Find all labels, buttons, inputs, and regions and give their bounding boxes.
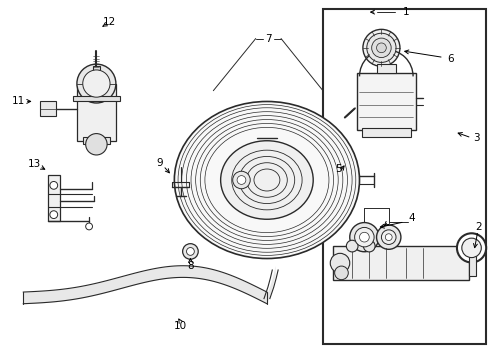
- Text: 4: 4: [408, 212, 415, 222]
- Ellipse shape: [385, 234, 392, 240]
- Ellipse shape: [220, 141, 313, 219]
- Ellipse shape: [360, 232, 369, 242]
- Text: 13: 13: [28, 159, 41, 169]
- Text: 2: 2: [476, 222, 482, 232]
- Ellipse shape: [233, 171, 250, 189]
- Ellipse shape: [367, 33, 396, 62]
- Text: 7: 7: [265, 33, 271, 44]
- Text: 11: 11: [12, 96, 25, 107]
- Bar: [83, 137, 110, 144]
- Ellipse shape: [381, 230, 396, 244]
- Ellipse shape: [183, 244, 198, 259]
- Text: 9: 9: [156, 158, 163, 168]
- Text: 5: 5: [335, 163, 342, 174]
- Bar: [77, 84, 116, 141]
- Text: 8: 8: [187, 261, 194, 271]
- Bar: [362, 128, 411, 137]
- Ellipse shape: [330, 253, 350, 273]
- Ellipse shape: [335, 266, 348, 280]
- Text: 6: 6: [447, 54, 454, 64]
- Ellipse shape: [350, 222, 379, 252]
- Bar: [73, 96, 120, 102]
- Ellipse shape: [346, 240, 358, 252]
- Bar: [48, 175, 60, 221]
- Bar: [376, 64, 396, 73]
- Ellipse shape: [355, 228, 374, 247]
- Text: 1: 1: [402, 7, 409, 17]
- Ellipse shape: [372, 38, 391, 58]
- Ellipse shape: [86, 134, 107, 155]
- Bar: [333, 246, 469, 280]
- Bar: [469, 249, 476, 276]
- Ellipse shape: [376, 225, 401, 249]
- Bar: [357, 73, 416, 130]
- Ellipse shape: [462, 238, 481, 258]
- Ellipse shape: [86, 223, 93, 230]
- Ellipse shape: [237, 176, 246, 184]
- Ellipse shape: [174, 102, 360, 258]
- Ellipse shape: [50, 211, 58, 219]
- Ellipse shape: [50, 181, 58, 189]
- Ellipse shape: [77, 64, 116, 103]
- Text: 3: 3: [473, 133, 480, 143]
- Ellipse shape: [83, 70, 110, 97]
- Bar: [323, 9, 486, 344]
- Ellipse shape: [187, 248, 195, 255]
- Bar: [93, 66, 100, 70]
- Ellipse shape: [457, 233, 486, 262]
- Ellipse shape: [376, 43, 386, 53]
- Text: 10: 10: [174, 321, 187, 331]
- Bar: [40, 102, 56, 116]
- Ellipse shape: [364, 240, 375, 252]
- Text: 12: 12: [103, 17, 116, 27]
- Ellipse shape: [363, 30, 400, 66]
